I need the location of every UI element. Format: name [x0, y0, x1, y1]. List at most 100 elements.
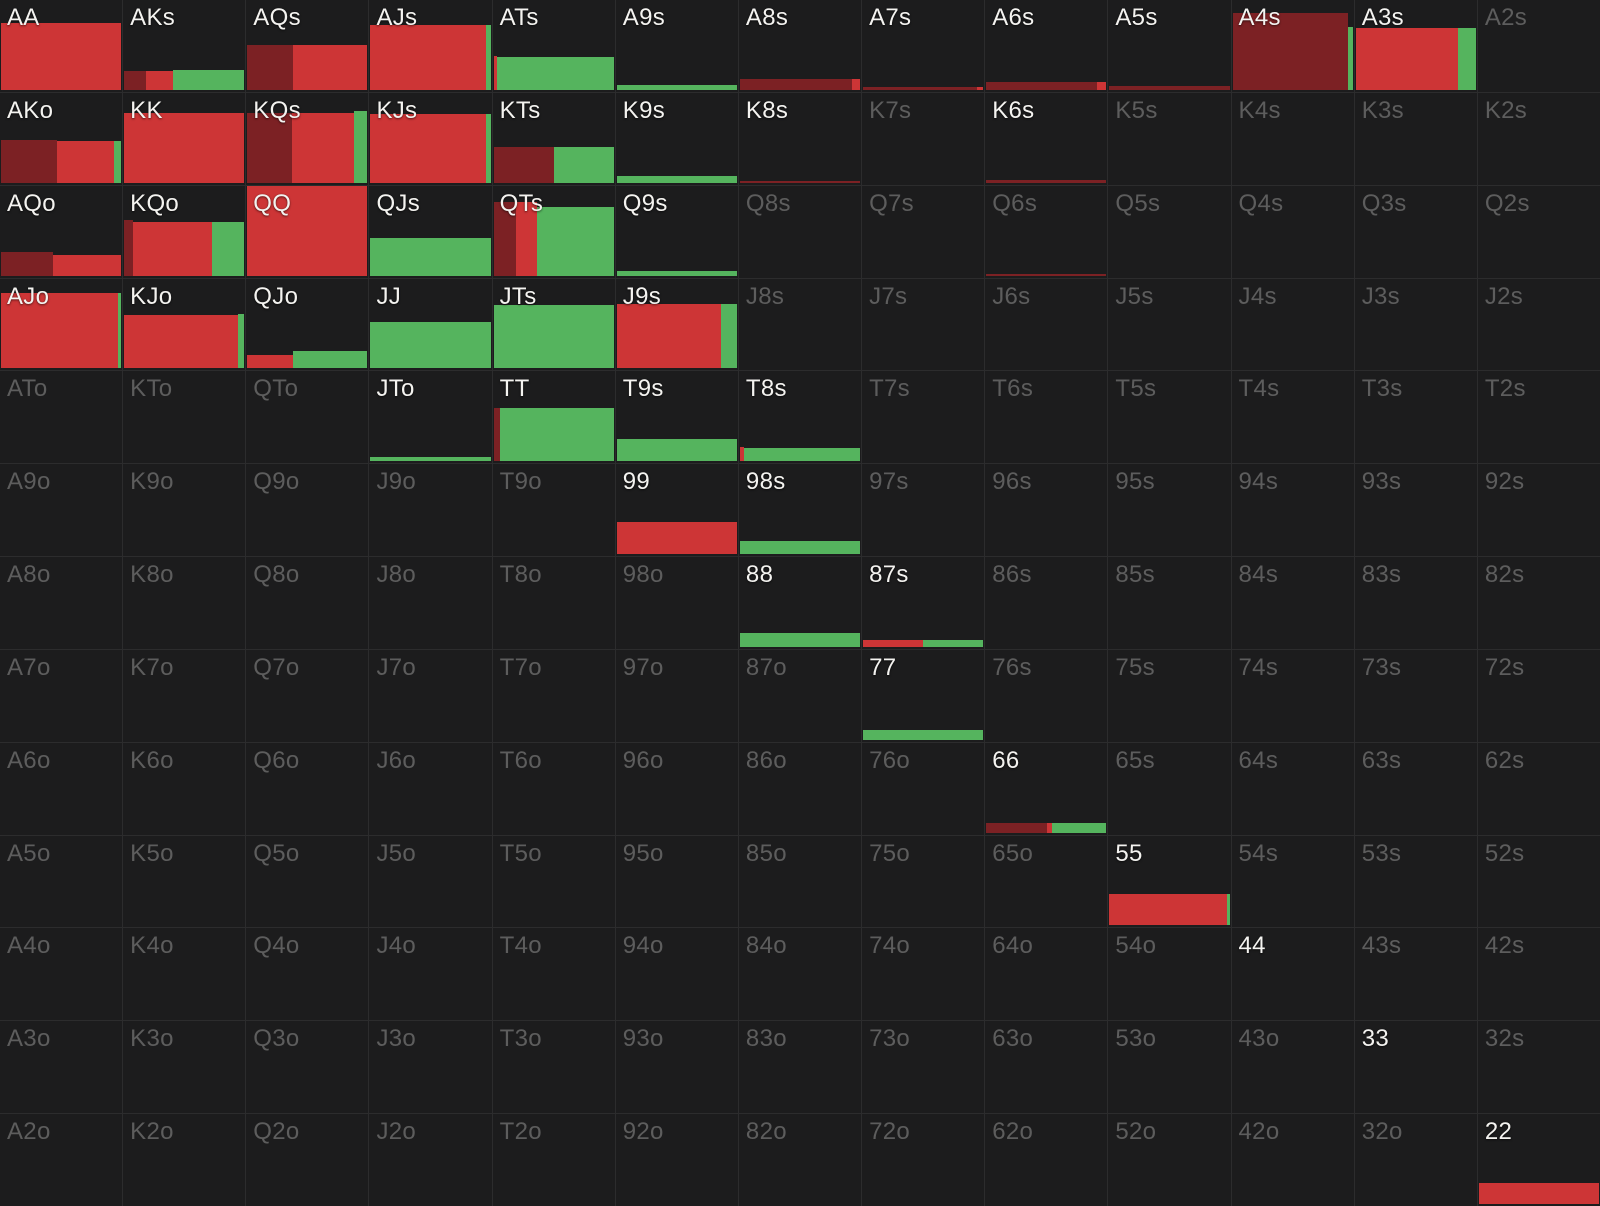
cell-54o[interactable]: 54o [1108, 928, 1231, 1021]
cell-AKo[interactable]: AKo [0, 92, 123, 185]
cell-TT[interactable]: TT [492, 371, 615, 464]
cell-K8o[interactable]: K8o [123, 557, 246, 649]
cell-63o[interactable]: 63o [985, 1021, 1108, 1114]
cell-K2s[interactable]: K2s [1477, 92, 1600, 185]
cell-T2o[interactable]: T2o [492, 1114, 615, 1206]
cell-86s[interactable]: 86s [985, 557, 1108, 649]
cell-K5o[interactable]: K5o [123, 835, 246, 928]
cell-94s[interactable]: 94s [1231, 464, 1354, 557]
cell-42s[interactable]: 42s [1477, 928, 1600, 1021]
cell-75s[interactable]: 75s [1108, 649, 1231, 742]
cell-K8s[interactable]: K8s [738, 92, 862, 185]
cell-Q9s[interactable]: Q9s [615, 185, 738, 278]
cell-63s[interactable]: 63s [1354, 742, 1477, 835]
cell-53o[interactable]: 53o [1108, 1021, 1231, 1114]
cell-33[interactable]: 33 [1354, 1021, 1477, 1114]
cell-AKs[interactable]: AKs [123, 0, 246, 92]
cell-T9o[interactable]: T9o [492, 464, 615, 557]
cell-Q5s[interactable]: Q5s [1108, 185, 1231, 278]
cell-J3s[interactable]: J3s [1354, 278, 1477, 371]
cell-A5o[interactable]: A5o [0, 835, 123, 928]
cell-98s[interactable]: 98s [738, 464, 862, 557]
cell-QTs[interactable]: QTs [492, 185, 615, 278]
cell-A9s[interactable]: A9s [615, 0, 738, 92]
cell-J8s[interactable]: J8s [738, 278, 862, 371]
cell-65s[interactable]: 65s [1108, 742, 1231, 835]
cell-KJs[interactable]: KJs [369, 92, 492, 185]
cell-T4o[interactable]: T4o [492, 928, 615, 1021]
cell-Q9o[interactable]: Q9o [246, 464, 369, 557]
cell-J7s[interactable]: J7s [862, 278, 985, 371]
cell-76s[interactable]: 76s [985, 649, 1108, 742]
cell-43o[interactable]: 43o [1231, 1021, 1354, 1114]
cell-A2s[interactable]: A2s [1477, 0, 1600, 92]
cell-AJs[interactable]: AJs [369, 0, 492, 92]
cell-J4o[interactable]: J4o [369, 928, 492, 1021]
cell-KK[interactable]: KK [123, 92, 246, 185]
cell-J2s[interactable]: J2s [1477, 278, 1600, 371]
cell-A3o[interactable]: A3o [0, 1021, 123, 1114]
cell-A6s[interactable]: A6s [985, 0, 1108, 92]
cell-43s[interactable]: 43s [1354, 928, 1477, 1021]
cell-K4s[interactable]: K4s [1231, 92, 1354, 185]
cell-K9o[interactable]: K9o [123, 464, 246, 557]
cell-Q8o[interactable]: Q8o [246, 557, 369, 649]
cell-85o[interactable]: 85o [738, 835, 862, 928]
cell-95s[interactable]: 95s [1108, 464, 1231, 557]
cell-99[interactable]: 99 [615, 464, 738, 557]
cell-74o[interactable]: 74o [862, 928, 985, 1021]
cell-T8s[interactable]: T8s [738, 371, 862, 464]
cell-K6o[interactable]: K6o [123, 742, 246, 835]
cell-T9s[interactable]: T9s [615, 371, 738, 464]
cell-T6o[interactable]: T6o [492, 742, 615, 835]
cell-65o[interactable]: 65o [985, 835, 1108, 928]
cell-J2o[interactable]: J2o [369, 1114, 492, 1206]
cell-54s[interactable]: 54s [1231, 835, 1354, 928]
cell-94o[interactable]: 94o [615, 928, 738, 1021]
cell-66[interactable]: 66 [985, 742, 1108, 835]
cell-62s[interactable]: 62s [1477, 742, 1600, 835]
cell-KTs[interactable]: KTs [492, 92, 615, 185]
cell-QJs[interactable]: QJs [369, 185, 492, 278]
cell-K3o[interactable]: K3o [123, 1021, 246, 1114]
cell-73s[interactable]: 73s [1354, 649, 1477, 742]
cell-T6s[interactable]: T6s [985, 371, 1108, 464]
cell-QQ[interactable]: QQ [246, 185, 369, 278]
cell-JJ[interactable]: JJ [369, 278, 492, 371]
cell-85s[interactable]: 85s [1108, 557, 1231, 649]
cell-KTo[interactable]: KTo [123, 371, 246, 464]
cell-JTo[interactable]: JTo [369, 371, 492, 464]
cell-A8o[interactable]: A8o [0, 557, 123, 649]
cell-86o[interactable]: 86o [738, 742, 862, 835]
cell-A7s[interactable]: A7s [862, 0, 985, 92]
cell-95o[interactable]: 95o [615, 835, 738, 928]
cell-96s[interactable]: 96s [985, 464, 1108, 557]
cell-83s[interactable]: 83s [1354, 557, 1477, 649]
cell-AQs[interactable]: AQs [246, 0, 369, 92]
cell-T7o[interactable]: T7o [492, 649, 615, 742]
cell-52s[interactable]: 52s [1477, 835, 1600, 928]
cell-Q4o[interactable]: Q4o [246, 928, 369, 1021]
cell-92o[interactable]: 92o [615, 1114, 738, 1206]
cell-K7s[interactable]: K7s [862, 92, 985, 185]
cell-A4s[interactable]: A4s [1231, 0, 1354, 92]
cell-J3o[interactable]: J3o [369, 1021, 492, 1114]
cell-44[interactable]: 44 [1231, 928, 1354, 1021]
cell-84s[interactable]: 84s [1231, 557, 1354, 649]
cell-Q2s[interactable]: Q2s [1477, 185, 1600, 278]
cell-ATs[interactable]: ATs [492, 0, 615, 92]
cell-93s[interactable]: 93s [1354, 464, 1477, 557]
cell-32o[interactable]: 32o [1354, 1114, 1477, 1206]
cell-K5s[interactable]: K5s [1108, 92, 1231, 185]
cell-55[interactable]: 55 [1108, 835, 1231, 928]
cell-T2s[interactable]: T2s [1477, 371, 1600, 464]
cell-64o[interactable]: 64o [985, 928, 1108, 1021]
cell-K6s[interactable]: K6s [985, 92, 1108, 185]
cell-Q6o[interactable]: Q6o [246, 742, 369, 835]
cell-52o[interactable]: 52o [1108, 1114, 1231, 1206]
cell-K4o[interactable]: K4o [123, 928, 246, 1021]
cell-J9s[interactable]: J9s [615, 278, 738, 371]
cell-J6o[interactable]: J6o [369, 742, 492, 835]
cell-KQs[interactable]: KQs [246, 92, 369, 185]
cell-82o[interactable]: 82o [738, 1114, 862, 1206]
